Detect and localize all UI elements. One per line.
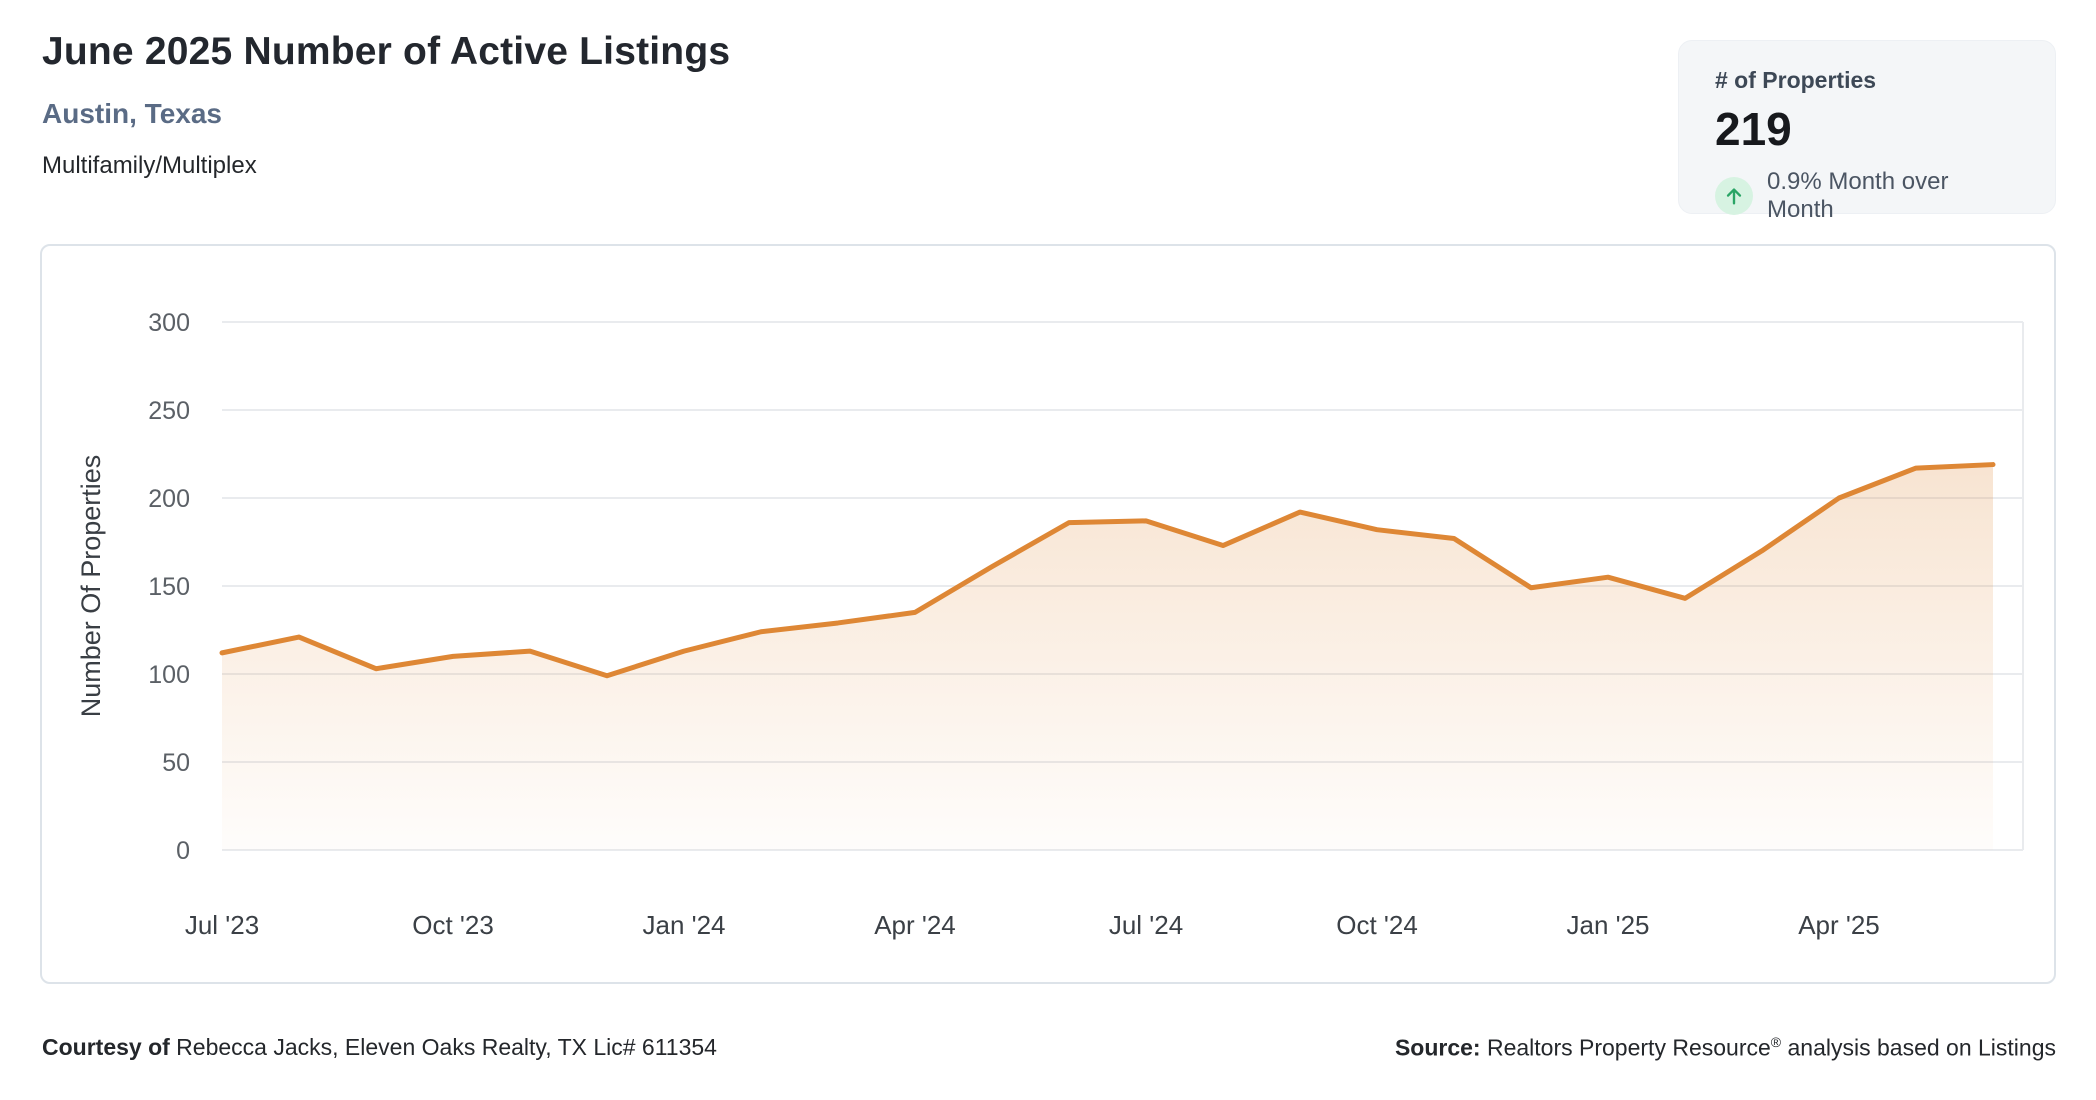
property-type-label: Multifamily/Multiplex — [42, 152, 257, 179]
source-label: Source: — [1394, 1034, 1481, 1061]
stat-change-text: 0.9% Month over Month — [1767, 168, 1949, 223]
registered-mark: ® — [1770, 1034, 1782, 1050]
x-axis-tick-label: Jul '23 — [185, 910, 259, 940]
location-subtitle: Austin, Texas — [42, 98, 222, 129]
month-over-month-row: 0.9% Month over Month — [1715, 168, 2019, 224]
active-listings-chart-card: 0 50 100 150 200 250 300 Jul '23 Oct '23 Jan '24 A… — [40, 244, 2056, 984]
stat-value: 219 — [1715, 103, 1792, 155]
y-axis-title: Number Of Properties — [76, 455, 106, 718]
series-line — [219, 462, 1996, 679]
y-axis-tick-label: 50 — [162, 749, 190, 777]
y-axis-tick-label: 300 — [148, 309, 190, 337]
trend-up-badge — [1715, 177, 1753, 215]
stat-label: # of Properties — [1715, 67, 1877, 93]
active-listings-area-chart[interactable]: 0 50 100 150 200 250 300 Jul '23 Oct '23 Jan '24 A… — [42, 246, 2054, 982]
page-title: June 2025 Number of Active Listings — [42, 30, 731, 73]
y-axis-tick-label: 0 — [176, 837, 190, 865]
series-area-fill — [222, 464, 1993, 850]
x-axis-tick-label: Jul '24 — [1109, 910, 1183, 940]
properties-stat-card: # of Properties 219 0.9% Month over Mont… — [1678, 40, 2056, 223]
y-axis-tick-label: 100 — [148, 661, 190, 689]
report-footer: Courtesy of Rebecca Jacks, Eleven Oaks R… — [42, 1034, 2056, 1062]
x-axis-tick-label: Jan '24 — [642, 910, 725, 940]
x-axis-tick-label: Apr '24 — [874, 910, 956, 940]
courtesy-text: Courtesy of Rebecca Jacks, Eleven Oaks R… — [42, 1034, 717, 1060]
x-axis-tick-label: Oct '23 — [412, 910, 494, 940]
x-axis-tick-label: Jan '25 — [1566, 910, 1649, 940]
x-axis-tick-label: Apr '25 — [1798, 910, 1880, 940]
y-axis-tick-label: 200 — [148, 485, 190, 513]
x-axis-tick-label: Oct '24 — [1336, 910, 1418, 940]
report-header: June 2025 Number of Active Listings Aust… — [42, 30, 730, 180]
courtesy-label: Courtesy of — [42, 1034, 170, 1060]
y-axis-tick-label: 250 — [148, 397, 190, 425]
y-axis-tick-label: 150 — [148, 573, 190, 601]
source-text: Source: Realtors Property Resource® anal… — [1394, 1034, 2056, 1061]
arrow-up-icon — [1726, 188, 1742, 205]
